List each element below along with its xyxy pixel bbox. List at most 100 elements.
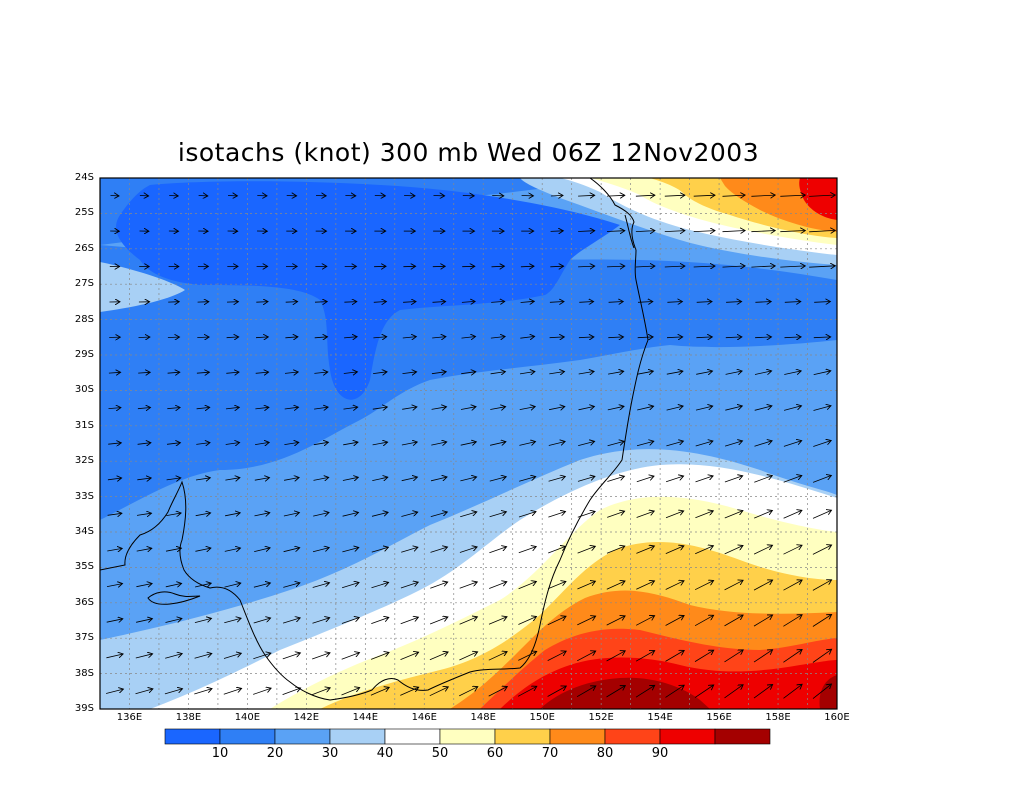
wind-vector (724, 685, 744, 699)
colorbar-label: 90 (651, 746, 669, 761)
wind-vector (547, 581, 566, 590)
isotach-band-10-20 (116, 181, 620, 400)
wind-vector (430, 582, 447, 589)
wind-vector (518, 512, 536, 518)
wind-vector (371, 617, 389, 624)
wind-vector (107, 478, 122, 480)
wind-vector (371, 582, 389, 589)
wind-vector (666, 371, 683, 374)
wind-vector (343, 442, 358, 445)
longitude-label: 152E (588, 712, 614, 723)
wind-vector (519, 407, 536, 410)
wind-vector (695, 476, 714, 483)
wind-vector (284, 407, 299, 409)
wind-vector (665, 511, 684, 519)
wind-vector (665, 476, 684, 483)
wind-vector (313, 477, 329, 480)
wind-vector (431, 372, 446, 374)
wind-vector (780, 231, 805, 232)
wind-vector (194, 689, 212, 695)
colorbar (164, 728, 771, 745)
wind-vector (813, 441, 831, 447)
wind-vector (577, 546, 596, 554)
wind-vector (694, 650, 714, 662)
wind-vector (577, 476, 595, 482)
wind-vector (461, 372, 476, 374)
wind-vector (370, 687, 389, 696)
wind-vector (753, 685, 773, 699)
wind-vector (724, 546, 743, 555)
wind-vector (314, 302, 327, 303)
wind-vector (665, 650, 685, 662)
wind-vector (283, 548, 300, 553)
wind-vector (489, 512, 507, 518)
wind-vector (225, 443, 240, 445)
wind-vector (665, 581, 684, 590)
longitude-label: 148E (470, 712, 496, 723)
wind-vector (283, 513, 300, 516)
wind-vector (195, 513, 211, 516)
wind-vector (459, 687, 478, 697)
colorbar-swatch (329, 728, 386, 745)
wind-vector (724, 580, 744, 591)
latitude-label: 28S (74, 313, 94, 325)
wind-vector (106, 584, 123, 587)
longitude-label: 144E (352, 712, 379, 723)
wind-vector (460, 407, 476, 410)
wind-vector (783, 510, 802, 519)
map-title: isotachs (knot) 300 mb Wed 06Z 12Nov2003 (177, 138, 760, 167)
wind-vector (753, 545, 772, 555)
wind-vector (490, 407, 505, 410)
wind-vector (637, 302, 653, 303)
wind-vector (341, 688, 360, 696)
wind-vector (812, 580, 832, 591)
latitude-label: 31S (74, 419, 94, 431)
wind-vector (166, 513, 181, 516)
wind-vector (606, 231, 625, 232)
wind-vector (783, 615, 802, 627)
wind-vector (344, 302, 356, 303)
wind-vector (548, 442, 565, 446)
wind-vector (726, 302, 742, 303)
wind-vector (460, 442, 477, 445)
wind-vector (578, 441, 594, 446)
wind-vector (784, 302, 801, 303)
wind-vector (164, 689, 183, 695)
wind-vector (197, 337, 209, 338)
wind-vector (165, 583, 182, 586)
wind-vector (666, 441, 683, 447)
wind-vector (754, 511, 772, 519)
wind-vector (809, 230, 835, 231)
wind-vector (812, 649, 832, 663)
wind-vector (432, 337, 446, 338)
wind-vector (194, 618, 212, 623)
wind-vector (577, 651, 596, 662)
wind-vector (812, 545, 832, 555)
wind-vector (372, 477, 388, 480)
wind-vector (606, 651, 626, 662)
wind-vector (579, 302, 593, 303)
wind-vector (783, 580, 803, 591)
colorbar-swatch (384, 728, 441, 745)
wind-vector (784, 371, 801, 375)
wind-vector (136, 584, 152, 587)
wind-vector (136, 513, 152, 515)
wind-vector (431, 442, 446, 445)
wind-vector (342, 512, 359, 517)
wind-vector (784, 337, 802, 338)
wind-vector (314, 372, 327, 373)
wind-vector (606, 581, 625, 590)
latitude-label: 38S (74, 667, 94, 679)
wind-vector (400, 652, 419, 660)
wind-vector (256, 302, 268, 303)
latitude-label: 39S (74, 703, 94, 714)
wind-vector (167, 372, 180, 373)
coastline-inlet (624, 214, 635, 249)
wind-vector (400, 687, 418, 696)
wind-vector (754, 371, 772, 375)
latitude-label: 33S (74, 490, 94, 502)
wind-vector (372, 442, 388, 445)
wind-vector (166, 443, 180, 445)
wind-vector (694, 615, 714, 627)
wind-vector (755, 302, 771, 303)
